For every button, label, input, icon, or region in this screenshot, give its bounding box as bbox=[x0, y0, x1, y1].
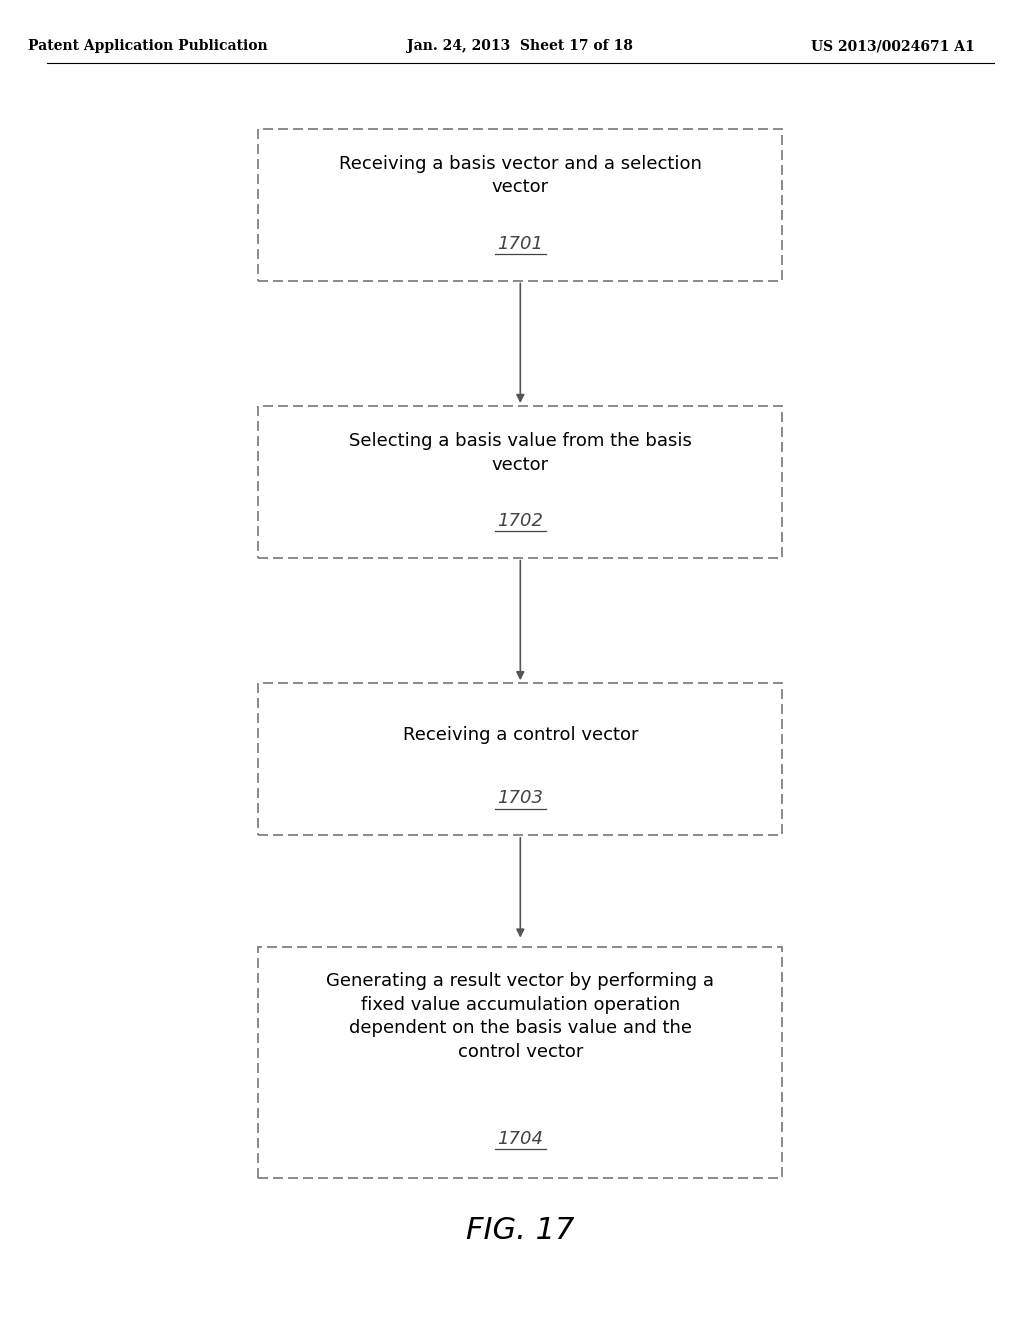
Bar bbox=[258, 684, 782, 836]
Bar bbox=[258, 407, 782, 557]
Text: FIG. 17: FIG. 17 bbox=[466, 1216, 574, 1245]
Text: 1703: 1703 bbox=[498, 789, 544, 807]
Text: Receiving a basis vector and a selection
vector: Receiving a basis vector and a selection… bbox=[339, 154, 701, 197]
Text: Patent Application Publication: Patent Application Publication bbox=[28, 40, 267, 53]
Text: 1702: 1702 bbox=[498, 512, 544, 529]
Text: US 2013/0024671 A1: US 2013/0024671 A1 bbox=[811, 40, 975, 53]
Text: 1704: 1704 bbox=[498, 1130, 544, 1147]
Text: Receiving a control vector: Receiving a control vector bbox=[402, 726, 638, 744]
Text: Generating a result vector by performing a
fixed value accumulation operation
de: Generating a result vector by performing… bbox=[327, 972, 715, 1061]
Bar bbox=[258, 129, 782, 281]
Text: Jan. 24, 2013  Sheet 17 of 18: Jan. 24, 2013 Sheet 17 of 18 bbox=[408, 40, 633, 53]
Text: 1701: 1701 bbox=[498, 235, 544, 252]
Bar bbox=[258, 948, 782, 1177]
Text: Selecting a basis value from the basis
vector: Selecting a basis value from the basis v… bbox=[349, 432, 692, 474]
